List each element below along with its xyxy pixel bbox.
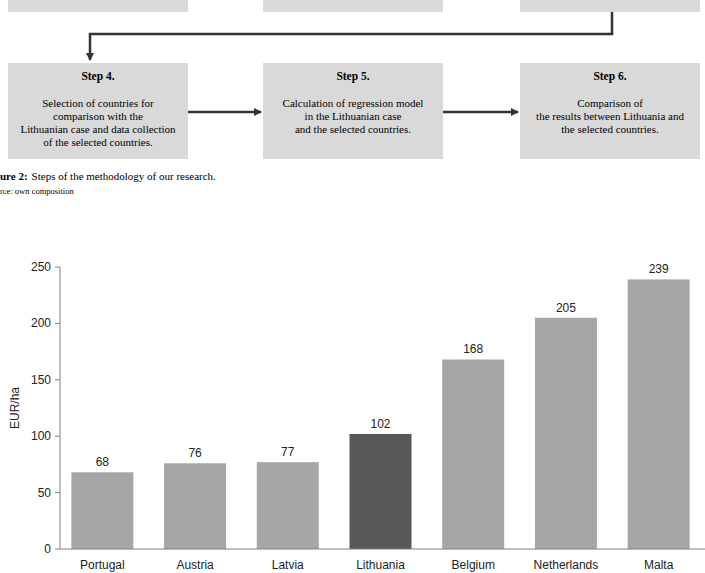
flow-box — [520, 0, 700, 12]
caption-source: rce: own composition — [0, 186, 74, 196]
x-tick-label: Portugal — [80, 558, 125, 572]
step-text: the selected countries. — [561, 123, 659, 135]
y-tick-label: 0 — [44, 542, 51, 556]
flow-box — [520, 63, 700, 159]
x-tick-label: Lithuania — [356, 558, 405, 572]
x-tick-label: Malta — [644, 558, 674, 572]
caption-label: ure 2: — [0, 170, 28, 182]
bar — [71, 472, 133, 549]
bar — [628, 279, 690, 549]
step-text: Selection of countries for — [42, 97, 154, 109]
y-tick-label: 150 — [31, 373, 51, 387]
x-tick-label: Netherlands — [534, 558, 599, 572]
y-axis-label: EUR/ha — [8, 387, 22, 429]
step-text: comparison with the — [53, 110, 143, 122]
flow-arrow — [443, 111, 518, 114]
flow-box — [8, 63, 188, 159]
y-tick — [55, 549, 60, 550]
y-tick-label: 50 — [38, 486, 52, 500]
bar — [164, 463, 226, 549]
data-label: 77 — [281, 445, 295, 459]
data-label: 205 — [556, 301, 576, 315]
step-text: and the selected countries. — [295, 123, 411, 135]
bar — [535, 318, 597, 549]
step-title: Step 5. — [336, 70, 369, 83]
y-axis — [60, 267, 61, 549]
bar — [442, 359, 504, 549]
y-tick-label: 250 — [31, 260, 51, 274]
step-text: Calculation of regression model — [283, 97, 424, 109]
y-tick — [55, 379, 60, 380]
flow-box — [8, 0, 188, 12]
bar — [257, 462, 319, 549]
page: Step 4. Selection of countries forcompari… — [0, 0, 705, 573]
data-label: 239 — [649, 262, 669, 276]
y-tick — [55, 323, 60, 324]
step-title: Step 4. — [81, 70, 114, 83]
y-tick-label: 100 — [31, 429, 51, 443]
y-tick-label: 200 — [31, 316, 51, 330]
step-text: of the selected countries. — [43, 136, 153, 148]
flow-box — [263, 0, 443, 12]
flow-box — [263, 63, 443, 159]
caption-text: Steps of the methodology of our research… — [32, 170, 216, 182]
x-tick-label: Austria — [176, 558, 214, 572]
step-text: Lithuanian case and data collection — [20, 123, 176, 135]
step-text: Comparison of — [577, 97, 643, 109]
y-tick — [55, 492, 60, 493]
flow-arrow — [188, 111, 261, 114]
y-tick — [55, 267, 60, 268]
bars — [71, 279, 689, 549]
flow-arrow — [90, 12, 612, 60]
x-tick-label: Belgium — [452, 558, 495, 572]
data-label: 168 — [463, 342, 483, 356]
x-axis — [60, 549, 705, 550]
data-label: 68 — [96, 455, 110, 469]
x-tick-label: Latvia — [272, 558, 304, 572]
step-title: Step 6. — [593, 70, 626, 83]
bar — [350, 434, 412, 549]
step-text: the results between Lithuania and — [536, 110, 684, 122]
step-text: in the Lithuanian case — [305, 110, 402, 122]
data-label: 102 — [370, 417, 390, 431]
data-label: 76 — [188, 446, 202, 460]
figure-caption: ure 2: Steps of the methodology of our re… — [0, 170, 216, 182]
y-tick — [55, 436, 60, 437]
